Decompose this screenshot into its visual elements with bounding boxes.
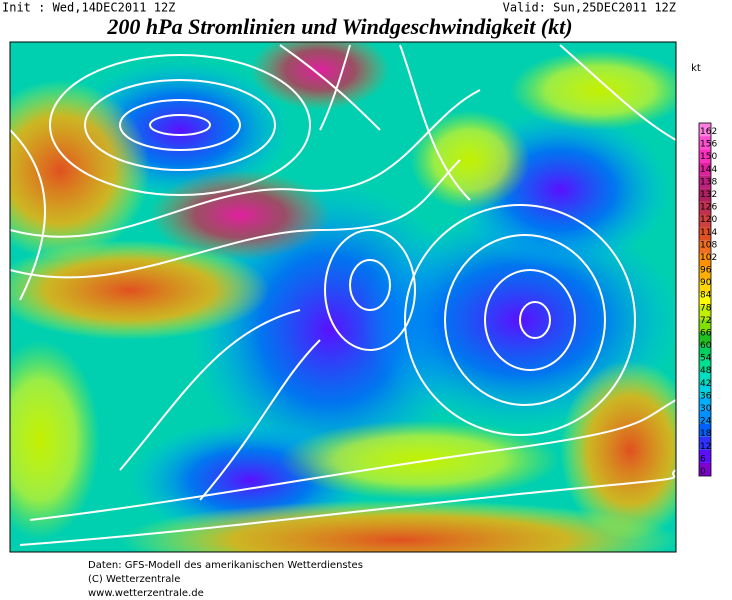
colorbar-segment bbox=[699, 358, 711, 372]
colorbar-tick-label: 156 bbox=[700, 140, 717, 150]
colorbar-tick-label: 132 bbox=[700, 190, 717, 200]
colorbar: 0 6 12 18 24 30 36 42 48 54 60 66 72 78 84 90 96 102 108 11… bbox=[698, 122, 717, 477]
colorbar-segment bbox=[699, 149, 711, 163]
colorbar-segment bbox=[699, 123, 711, 137]
colorbar-segment bbox=[699, 319, 711, 333]
valid-label: Valid: Sun,25DEC2011 12Z bbox=[503, 1, 676, 15]
colorbar-segment bbox=[699, 449, 711, 463]
colorbar-tick-label: 108 bbox=[700, 240, 717, 250]
streamlines bbox=[10, 44, 676, 546]
colorbar-tick-label: 12 bbox=[700, 442, 711, 452]
colorbar-tick-label: 48 bbox=[700, 366, 712, 376]
footer-line: Daten: GFS-Modell des amerikanischen Wet… bbox=[88, 560, 363, 571]
colorbar-segment bbox=[699, 253, 711, 267]
colorbar-segment bbox=[699, 175, 711, 189]
colorbar-segment bbox=[699, 462, 711, 476]
init-label: Init : Wed,14DEC2011 12Z bbox=[2, 1, 175, 15]
map-title: 200 hPa Stromlinien und Windgeschwindigk… bbox=[106, 14, 572, 39]
colorbar-segment bbox=[699, 436, 711, 450]
colorbar-segment bbox=[699, 397, 711, 411]
colorbar-tick-label: 138 bbox=[700, 177, 717, 187]
colorbar-tick-label: 90 bbox=[700, 278, 712, 288]
colorbar-tick-label: 0 bbox=[700, 467, 706, 477]
colorbar-segment bbox=[699, 384, 711, 398]
colorbar-tick-label: 6 bbox=[700, 454, 706, 464]
colorbar-segment bbox=[699, 306, 711, 320]
colorbar-tick-label: 66 bbox=[700, 328, 712, 338]
footer-line: www.wetterzentrale.de bbox=[88, 588, 204, 599]
colorbar-segment bbox=[699, 266, 711, 280]
colorbar-segment bbox=[699, 240, 711, 254]
colorbar-segment bbox=[699, 423, 711, 437]
colorbar-tick-label: 42 bbox=[700, 379, 711, 389]
footer-line: (C) Wetterzentrale bbox=[88, 574, 180, 585]
colorbar-tick-label: 18 bbox=[700, 429, 712, 439]
colorbar-tick-label: 54 bbox=[700, 354, 712, 364]
colorbar-tick-label: 24 bbox=[700, 417, 712, 427]
colorbar-tick-label: 78 bbox=[700, 303, 712, 313]
colorbar-tick-label: 150 bbox=[700, 152, 717, 162]
colorbar-segment bbox=[699, 279, 711, 293]
colorbar-tick-label: 84 bbox=[700, 291, 712, 301]
colorbar-tick-label: 96 bbox=[700, 266, 712, 276]
colorbar-frame bbox=[698, 122, 712, 477]
colorbar-tick-label: 60 bbox=[700, 341, 712, 351]
colorbar-segment bbox=[699, 188, 711, 202]
colorbar-segment bbox=[699, 136, 711, 150]
colorbar-tick-label: 102 bbox=[700, 253, 717, 263]
colorbar-segment bbox=[699, 410, 711, 424]
colorbar-tick-label: 114 bbox=[700, 228, 717, 238]
map-frame bbox=[9, 41, 677, 553]
colorbar-segment bbox=[699, 292, 711, 307]
colorbar-tick-label: 72 bbox=[700, 316, 711, 326]
colorbar-tick-label: 162 bbox=[700, 127, 717, 137]
wind-field bbox=[10, 42, 676, 552]
colorbar-tick-label: 30 bbox=[700, 404, 712, 414]
colorbar-tick-label: 120 bbox=[700, 215, 717, 225]
legend-unit: kt bbox=[691, 63, 701, 74]
colorbar-segment bbox=[699, 214, 711, 228]
colorbar-segment bbox=[699, 227, 711, 241]
colorbar-segment bbox=[699, 162, 711, 176]
colorbar-segment bbox=[699, 345, 711, 359]
colorbar-segment bbox=[699, 201, 711, 215]
colorbar-tick-label: 144 bbox=[700, 165, 717, 175]
colorbar-tick-label: 36 bbox=[700, 391, 712, 401]
colorbar-tick-label: 126 bbox=[700, 203, 717, 213]
colorbar-segment bbox=[699, 371, 711, 385]
colorbar-segment bbox=[699, 332, 711, 346]
